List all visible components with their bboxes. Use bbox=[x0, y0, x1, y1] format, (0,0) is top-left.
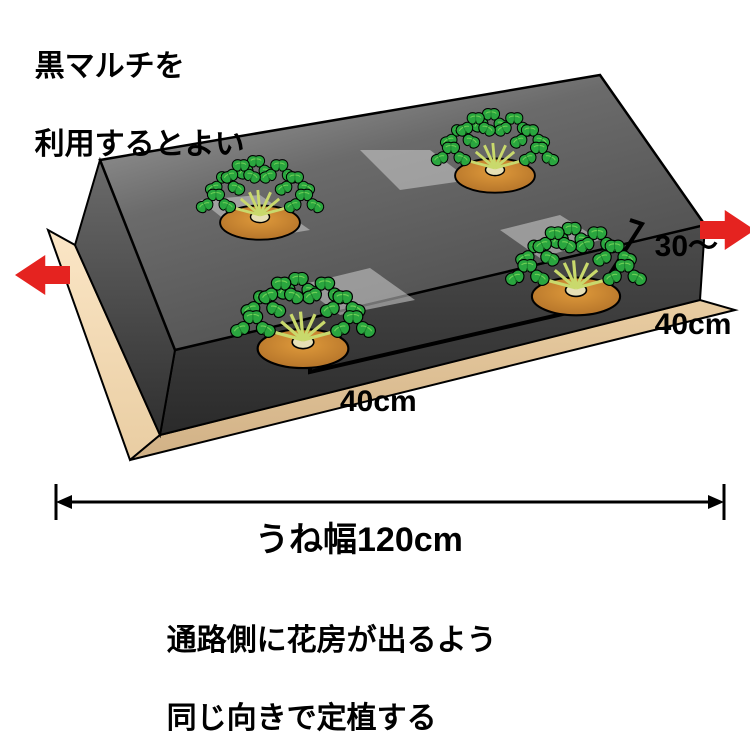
bottom-note-line2: 同じ向きで定植する bbox=[167, 702, 437, 735]
top-note-line2: 利用するとよい bbox=[35, 128, 245, 161]
ridge-width-label: うね幅120cm bbox=[255, 518, 463, 562]
bottom-note: 通路側に花房が出るよう 同じ向きで定植する bbox=[150, 582, 497, 738]
ridge-width-dimension bbox=[56, 484, 724, 520]
top-note-line1: 黒マルチを bbox=[35, 50, 185, 83]
bottom-note-line1: 通路側に花房が出るよう bbox=[167, 624, 497, 657]
row-spacing-line2: 40cm bbox=[655, 308, 732, 341]
row-spacing-line1: 30〜 bbox=[655, 230, 718, 263]
row-spacing-label: 30〜 40cm bbox=[638, 188, 731, 344]
top-note: 黒マルチを 利用するとよい bbox=[18, 8, 245, 164]
col-spacing-label: 40cm bbox=[340, 382, 417, 421]
